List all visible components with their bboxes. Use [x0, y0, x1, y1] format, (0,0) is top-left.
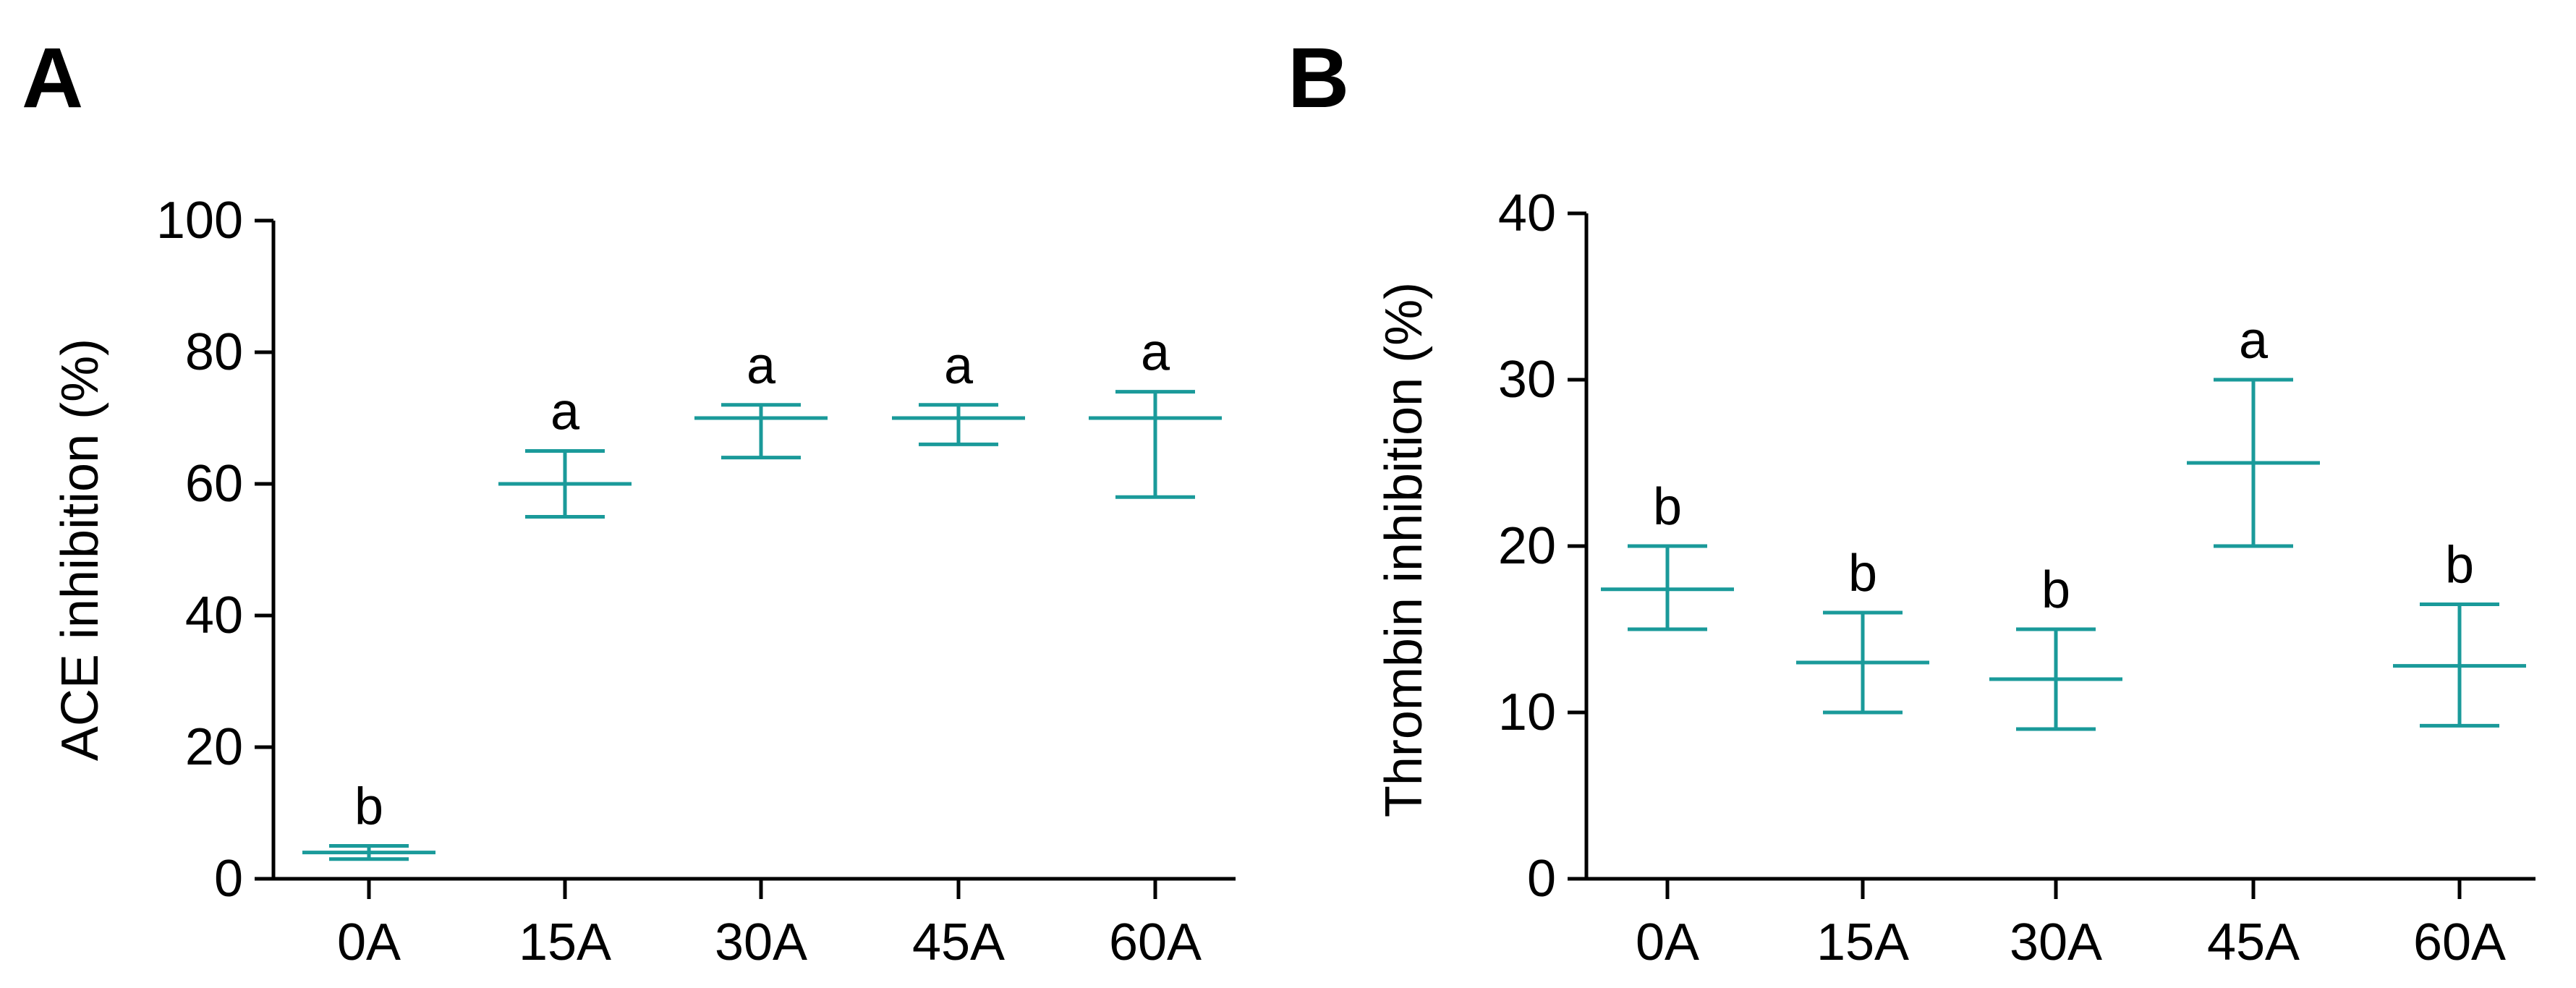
error-bar-30A: [694, 403, 828, 460]
x-tick-label: 15A: [519, 914, 611, 971]
y-axis-label: ACE inhibition (%): [51, 338, 109, 761]
x-tick-label: 60A: [2413, 914, 2506, 971]
plot-area-b: 0 10 20 30 40 0A 15A 30A 45A 60A b b b a b: [1498, 184, 2535, 971]
y-tick-label: 0: [1527, 850, 1556, 908]
error-bar-45A: [2187, 378, 2320, 548]
y-tick-label: 80: [185, 323, 243, 381]
y-tick-label: 30: [1498, 351, 1556, 409]
x-tick-label: 0A: [1636, 914, 1699, 971]
error-bar-45A: [892, 403, 1025, 446]
plot-area-a: 0 20 40 60 80 100 0A 15A 30A 45A 60A b a a a a: [156, 192, 1236, 971]
panel-a: A ACE inhibition (%) 0 20 40 60 80 100 0A 15A 30…: [22, 30, 1236, 971]
x-tick-label: 30A: [2010, 914, 2102, 971]
y-tick-label: 0: [214, 850, 243, 908]
x-tick-label: 30A: [715, 914, 807, 971]
y-tick-label: 60: [185, 455, 243, 513]
significance-letter: b: [1848, 545, 1877, 602]
y-tick-label: 100: [156, 192, 243, 250]
significance-letter: b: [354, 778, 383, 836]
significance-letter: a: [944, 337, 974, 395]
error-bar-15A: [498, 449, 632, 519]
y-tick-label: 20: [185, 718, 243, 776]
y-tick-label: 20: [1498, 517, 1556, 575]
error-bar-15A: [1796, 610, 1929, 715]
error-bar-60A: [2393, 602, 2526, 728]
significance-letter: a: [551, 383, 580, 441]
significance-letter: b: [2445, 537, 2474, 595]
y-axis-label: Thrombin inhibition (%): [1375, 282, 1433, 817]
significance-letter: b: [2041, 561, 2070, 619]
significance-letter: a: [2239, 312, 2269, 370]
x-tick-label: 45A: [912, 914, 1005, 971]
significance-letter: b: [1653, 478, 1682, 536]
error-bar-0A: [302, 844, 435, 861]
panel-b: B Thrombin inhibition (%) 0 10 20 30 40 0A 15A…: [1288, 30, 2535, 971]
significance-letter: a: [747, 337, 776, 395]
error-bar-0A: [1601, 544, 1734, 631]
error-bar-30A: [1989, 627, 2122, 731]
y-tick-label: 10: [1498, 683, 1556, 741]
panel-label: A: [22, 30, 83, 126]
x-tick-label: 15A: [1816, 914, 1909, 971]
y-tick-label: 40: [1498, 184, 1556, 242]
error-bar-60A: [1089, 390, 1222, 499]
x-tick-label: 45A: [2207, 914, 2300, 971]
significance-letter: a: [1141, 324, 1170, 382]
x-tick-label: 60A: [1109, 914, 1202, 971]
panel-label: B: [1288, 30, 1349, 126]
y-tick-label: 40: [185, 587, 243, 644]
x-tick-label: 0A: [337, 914, 401, 971]
